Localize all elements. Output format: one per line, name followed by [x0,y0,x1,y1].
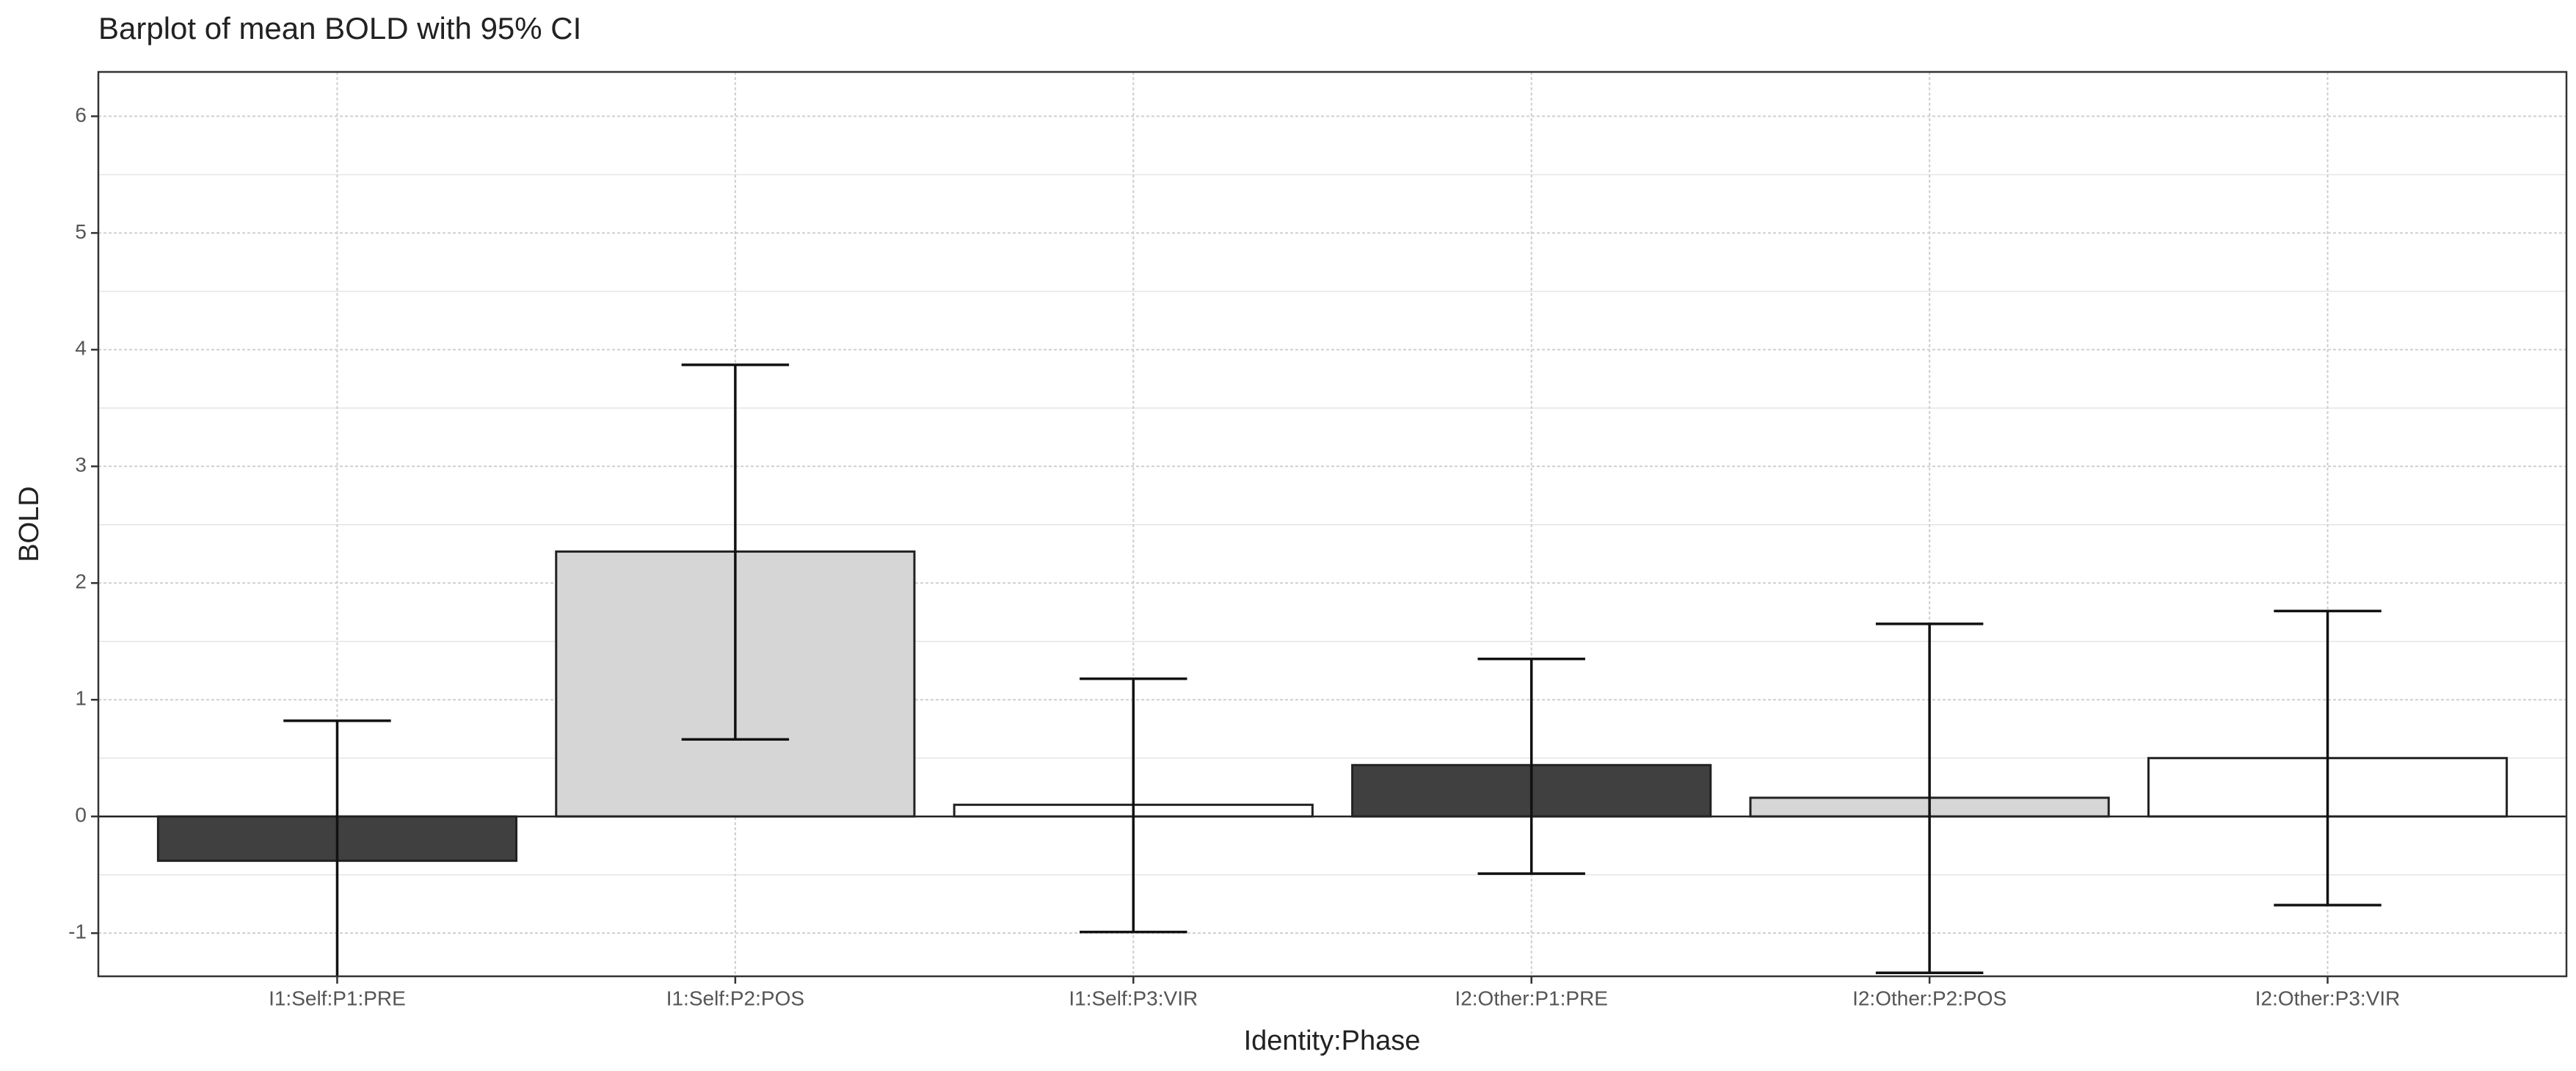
x-tick-label: I2:Other:P2:POS [1852,987,2006,1009]
chart-title: Barplot of mean BOLD with 95% CI [98,11,581,46]
y-tick-label: 3 [75,454,87,476]
y-axis-label: BOLD [14,486,45,562]
y-tick-label: 4 [75,337,87,360]
x-tick-label: I2:Other:P3:VIR [2255,987,2401,1009]
x-tick-label: I2:Other:P1:PRE [1455,987,1608,1009]
y-tick-label: 1 [75,687,87,710]
y-tick-label: 2 [75,570,87,593]
x-tick-label: I1:Self:P2:POS [666,987,804,1009]
plot-border [97,70,2568,978]
y-tick-label: 6 [75,104,87,126]
y-tick-label: -1 [68,921,87,943]
x-tick-label: I1:Self:P3:VIR [1069,987,1198,1009]
x-axis-label: Identity:Phase [1244,1025,1421,1056]
y-tick-label: 0 [75,804,87,827]
x-tick-label: I1:Self:P1:PRE [269,987,406,1009]
y-tick-label: 5 [75,220,87,243]
